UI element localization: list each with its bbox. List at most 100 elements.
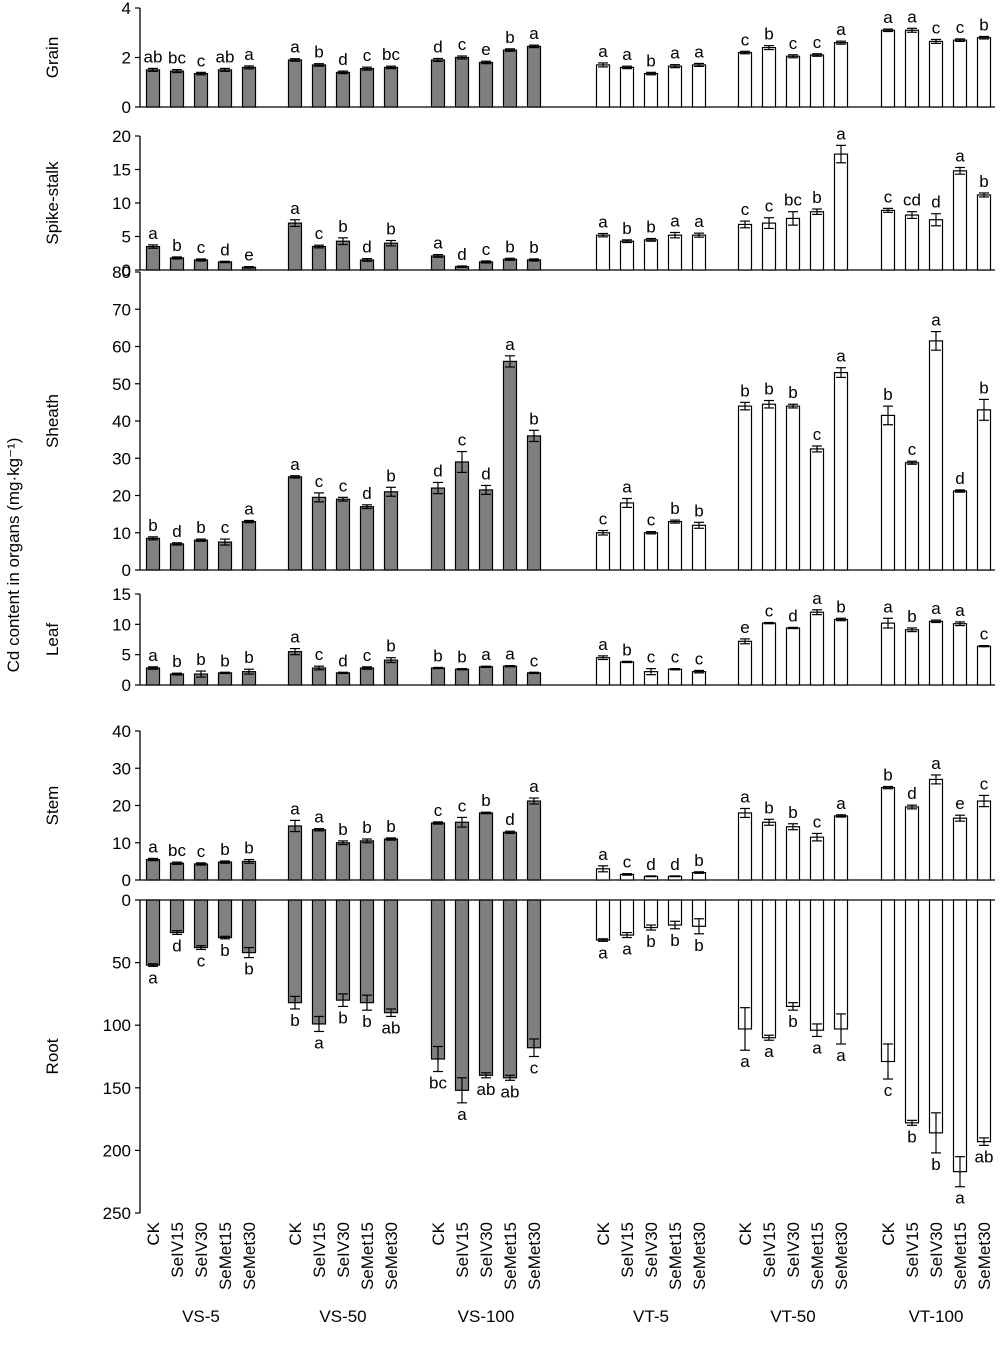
significance-letter: a xyxy=(883,597,893,616)
x-axis-categories: CK SeIV15 SeIV30 SeMet15 SeMet30 VS-5 CK SeIV15… xyxy=(144,1221,994,1326)
significance-letter: a xyxy=(812,589,822,608)
bar xyxy=(217,899,233,939)
significance-letter: d xyxy=(338,651,347,670)
bar xyxy=(643,899,659,929)
significance-letter: d xyxy=(172,522,181,541)
significance-letter: e xyxy=(481,40,490,59)
panel-label: Grain xyxy=(43,37,62,79)
significance-letter: d xyxy=(362,238,371,257)
significance-letter: a xyxy=(290,799,300,818)
bar xyxy=(383,659,399,686)
significance-letter: b xyxy=(931,1155,940,1174)
significance-letter: a xyxy=(694,212,704,231)
x-tick-label: SeMet30 xyxy=(382,1222,401,1290)
significance-letter: c xyxy=(932,18,941,37)
significance-letter: c xyxy=(671,648,680,667)
panel-label: Root xyxy=(43,1038,62,1074)
bar xyxy=(785,627,801,686)
bar xyxy=(904,462,920,571)
significance-letter: a xyxy=(314,1033,324,1052)
significance-letter: b xyxy=(505,237,514,256)
bar xyxy=(928,219,944,271)
bar xyxy=(454,668,470,686)
significance-letter: a xyxy=(764,1042,774,1061)
bar xyxy=(478,61,494,108)
bar xyxy=(833,371,849,571)
bar xyxy=(904,29,920,108)
y-tick-label: 0 xyxy=(122,261,131,280)
significance-letter: c xyxy=(363,646,372,665)
significance-letter: c xyxy=(458,431,467,450)
bar xyxy=(454,821,470,881)
significance-letter: a xyxy=(598,635,608,654)
y-tick-label: 20 xyxy=(112,797,131,816)
panel-label: Stem xyxy=(43,786,62,826)
significance-letter: a xyxy=(907,7,917,26)
significance-letter: bc xyxy=(168,841,186,860)
significance-letter: a xyxy=(883,8,893,27)
significance-letter: d xyxy=(433,37,442,56)
significance-letter: b xyxy=(386,220,395,239)
significance-letter: b xyxy=(622,219,631,238)
bar xyxy=(976,645,992,686)
group-label: VS-5 xyxy=(182,1307,220,1326)
x-tick-label: SeMet30 xyxy=(690,1222,709,1290)
significance-letter: d xyxy=(907,784,916,803)
significance-letter: b xyxy=(362,818,371,837)
bar xyxy=(287,222,303,271)
bar xyxy=(502,360,518,571)
bar xyxy=(502,899,518,1079)
significance-letter: c xyxy=(221,518,230,537)
significance-letter: b xyxy=(481,791,490,810)
x-tick-label: SeIV15 xyxy=(618,1222,637,1278)
significance-letter: a xyxy=(598,845,608,864)
bar xyxy=(145,667,161,686)
significance-letter: ab xyxy=(501,1082,520,1101)
y-tick-label: 150 xyxy=(103,1079,131,1098)
significance-letter: a xyxy=(931,754,941,773)
bar xyxy=(737,640,753,686)
significance-letter: b xyxy=(670,931,679,950)
significance-letter: c xyxy=(884,1081,893,1100)
significance-letter: a xyxy=(481,645,491,664)
bar xyxy=(880,787,896,881)
significance-letter: b xyxy=(244,960,253,979)
significance-letter: c xyxy=(530,1059,539,1078)
significance-letter: b xyxy=(244,839,253,858)
significance-letter: bc xyxy=(784,191,802,210)
significance-letter: b xyxy=(196,650,205,669)
bar xyxy=(809,836,825,881)
y-tick-label: 15 xyxy=(112,161,131,180)
bar xyxy=(619,66,635,108)
x-tick-label: SeIV30 xyxy=(784,1222,803,1278)
significance-letter: a xyxy=(740,1052,750,1071)
significance-letter: d xyxy=(670,855,679,874)
bar xyxy=(430,255,446,271)
significance-letter: bc xyxy=(429,1074,447,1093)
bar xyxy=(952,490,968,571)
significance-letter: d xyxy=(788,606,797,625)
y-tick-label: 0 xyxy=(122,871,131,890)
significance-letter: a xyxy=(148,968,158,987)
bar xyxy=(430,59,446,108)
y-tick-label: 30 xyxy=(112,759,131,778)
bar xyxy=(502,258,518,271)
x-tick-label: CK xyxy=(594,1221,613,1245)
bar xyxy=(737,51,753,108)
significance-letter: a xyxy=(433,234,443,253)
bar xyxy=(311,667,327,686)
significance-letter: b xyxy=(764,25,773,44)
bar xyxy=(833,153,849,271)
bar xyxy=(502,831,518,881)
bar xyxy=(737,223,753,271)
significance-letter: a xyxy=(244,499,254,518)
bar xyxy=(737,405,753,571)
y-tick-label: 0 xyxy=(122,676,131,695)
bar xyxy=(904,899,920,1124)
significance-letter: e xyxy=(955,794,964,813)
x-tick-label: CK xyxy=(286,1221,305,1245)
x-tick-label: CK xyxy=(879,1221,898,1245)
bar xyxy=(785,55,801,108)
